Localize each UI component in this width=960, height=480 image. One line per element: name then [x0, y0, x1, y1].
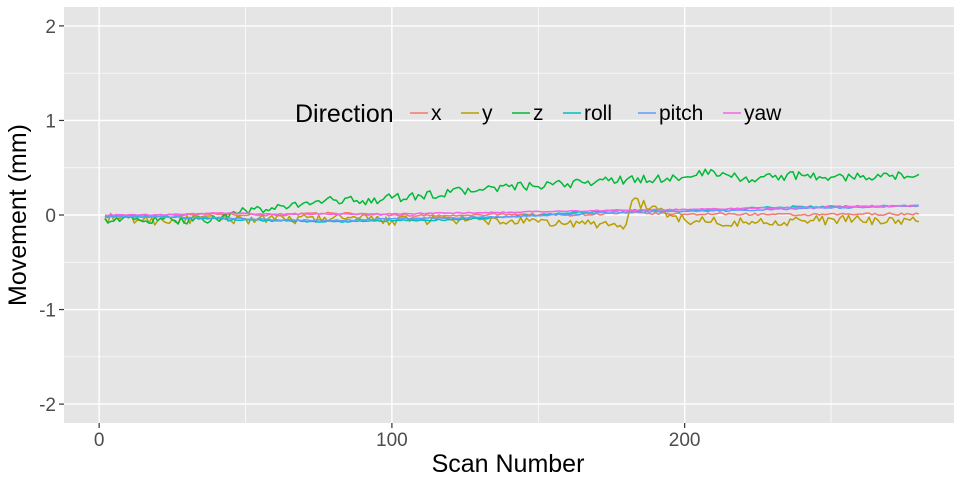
- legend-label-z: z: [533, 102, 544, 125]
- legend-label-roll: roll: [584, 102, 612, 125]
- series-line-y: [104, 197, 920, 230]
- legend-label-pitch: pitch: [659, 102, 703, 125]
- legend-title: Direction: [295, 100, 394, 128]
- legend-label-x: x: [431, 102, 442, 125]
- legend-label-y: y: [482, 102, 493, 125]
- series-line-z: [104, 168, 920, 225]
- series-line-pitch: [104, 204, 919, 222]
- legend-items: x y z roll pitch yaw: [410, 102, 782, 125]
- legend: Direction x y z roll pitch yaw: [295, 100, 782, 128]
- series-lines: [104, 168, 920, 230]
- legend-label-yaw: yaw: [744, 102, 782, 125]
- series-line-x: [104, 211, 920, 218]
- y-tick-label: -1: [39, 301, 56, 322]
- x-tick-label: 0: [94, 430, 105, 451]
- y-axis: -2 -1 0 1 2: [39, 17, 64, 416]
- x-tick-label: 100: [376, 430, 408, 451]
- y-tick-label: 1: [45, 111, 56, 132]
- x-tick-label: 200: [669, 430, 701, 451]
- x-axis: 0 100 200: [94, 423, 701, 451]
- y-tick-label: 2: [45, 17, 56, 38]
- y-axis-title: Movement (mm): [4, 124, 32, 306]
- y-tick-label: 0: [45, 206, 56, 227]
- y-tick-label: -2: [39, 395, 56, 416]
- series-line-yaw: [104, 204, 919, 217]
- x-axis-title: Scan Number: [432, 450, 585, 478]
